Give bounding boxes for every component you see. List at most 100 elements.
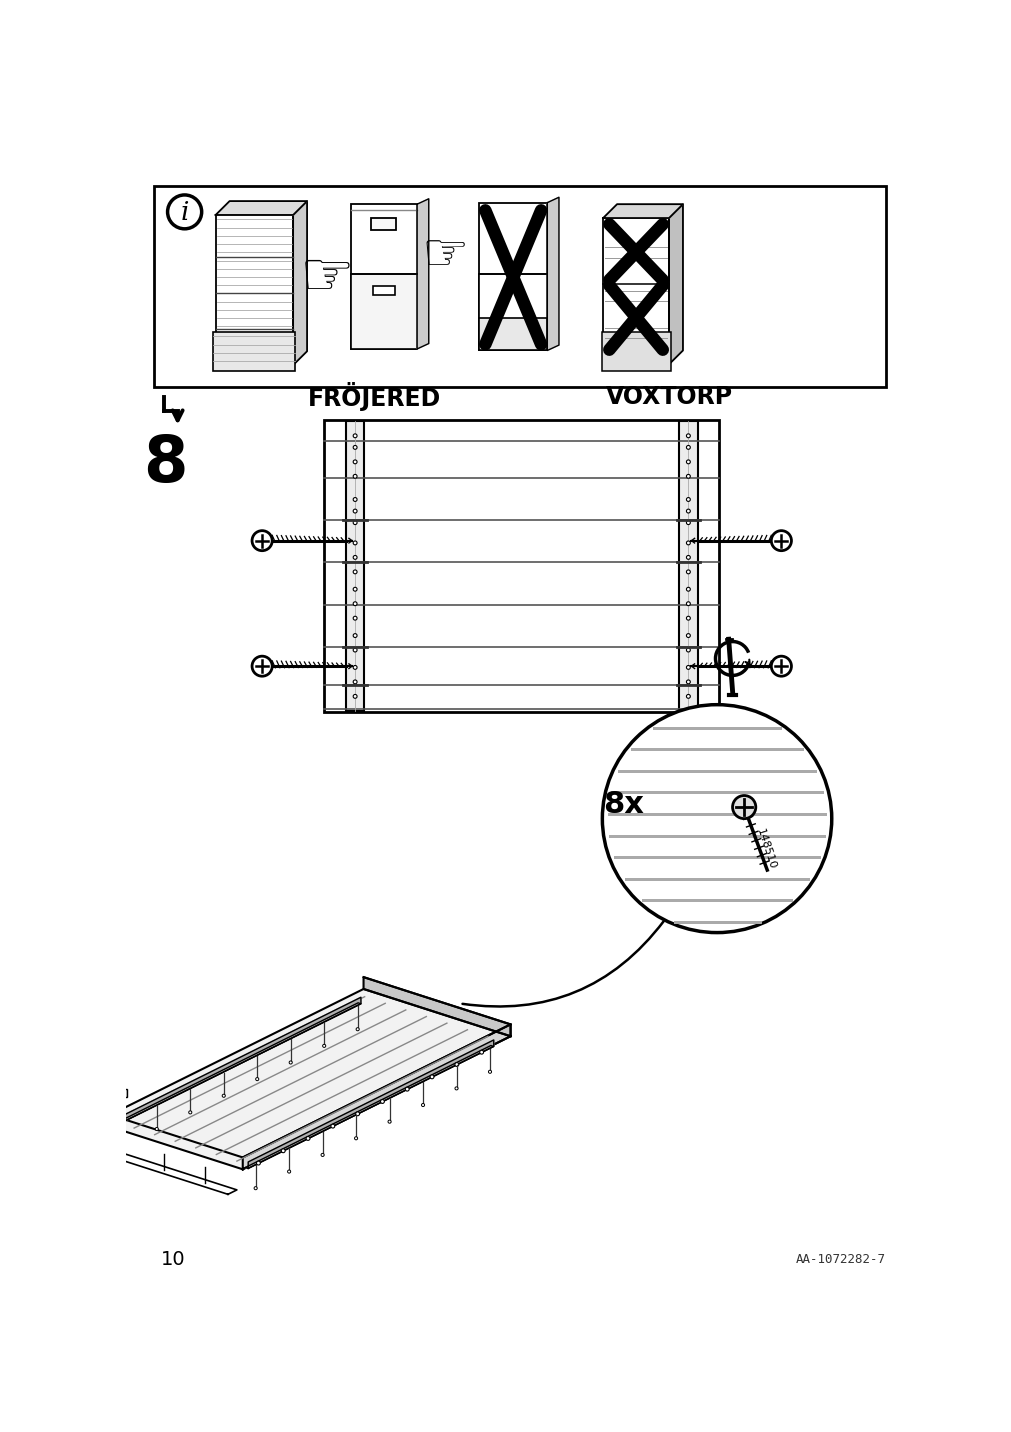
- Polygon shape: [668, 205, 682, 364]
- Polygon shape: [248, 1040, 493, 1169]
- Circle shape: [685, 570, 690, 574]
- Circle shape: [353, 680, 357, 684]
- Circle shape: [331, 1124, 335, 1128]
- Circle shape: [685, 680, 690, 684]
- Polygon shape: [215, 215, 293, 365]
- Circle shape: [354, 1137, 357, 1140]
- Circle shape: [188, 1111, 192, 1114]
- Polygon shape: [96, 990, 511, 1170]
- Circle shape: [353, 649, 357, 652]
- Bar: [154, 186, 885, 388]
- Text: FRÖJERED: FRÖJERED: [307, 382, 441, 411]
- Polygon shape: [245, 1045, 493, 1169]
- Bar: [351, 205, 417, 349]
- Circle shape: [353, 666, 357, 669]
- Text: AA-1072282-7: AA-1072282-7: [796, 1253, 885, 1266]
- Circle shape: [455, 1087, 458, 1090]
- Circle shape: [353, 434, 357, 438]
- Circle shape: [685, 695, 690, 699]
- Bar: [478, 318, 547, 351]
- Bar: [478, 274, 547, 351]
- Circle shape: [289, 1061, 292, 1064]
- Polygon shape: [112, 1002, 361, 1126]
- Circle shape: [685, 616, 690, 620]
- Circle shape: [685, 587, 690, 591]
- Polygon shape: [115, 997, 361, 1126]
- Circle shape: [404, 1087, 408, 1091]
- Circle shape: [356, 1028, 359, 1031]
- Polygon shape: [243, 1024, 511, 1170]
- Circle shape: [353, 445, 357, 450]
- Circle shape: [488, 1070, 491, 1074]
- Circle shape: [281, 1148, 285, 1153]
- Text: ☞: ☞: [299, 249, 354, 308]
- Circle shape: [287, 1170, 290, 1173]
- Circle shape: [685, 474, 690, 478]
- Bar: [478, 203, 547, 351]
- Circle shape: [323, 1044, 326, 1047]
- Circle shape: [353, 633, 357, 637]
- Polygon shape: [417, 199, 429, 349]
- Circle shape: [685, 521, 690, 524]
- Circle shape: [353, 510, 357, 513]
- Circle shape: [355, 1111, 359, 1116]
- Text: ☞: ☞: [421, 229, 468, 281]
- Circle shape: [353, 601, 357, 606]
- Circle shape: [421, 1104, 425, 1107]
- Circle shape: [454, 1063, 458, 1067]
- Circle shape: [320, 1153, 324, 1157]
- Circle shape: [353, 521, 357, 524]
- Circle shape: [732, 796, 755, 819]
- Circle shape: [685, 445, 690, 450]
- Circle shape: [685, 541, 690, 544]
- Circle shape: [256, 1161, 260, 1166]
- Bar: [373, 285, 394, 295]
- Circle shape: [387, 1120, 390, 1123]
- Circle shape: [479, 1050, 483, 1054]
- Circle shape: [254, 1187, 257, 1190]
- Circle shape: [155, 1127, 158, 1130]
- Circle shape: [685, 649, 690, 652]
- Text: 148510: 148510: [754, 828, 776, 871]
- Bar: [601, 332, 670, 371]
- Polygon shape: [363, 977, 511, 1037]
- Text: 10: 10: [161, 1250, 186, 1269]
- Circle shape: [252, 656, 272, 676]
- Circle shape: [380, 1100, 384, 1104]
- Circle shape: [252, 531, 272, 551]
- Circle shape: [770, 531, 791, 551]
- Circle shape: [602, 705, 831, 932]
- Circle shape: [353, 587, 357, 591]
- Circle shape: [685, 556, 690, 560]
- Circle shape: [222, 1094, 225, 1097]
- Bar: [213, 332, 295, 371]
- Text: 8x: 8x: [603, 790, 644, 819]
- Circle shape: [353, 556, 357, 560]
- Circle shape: [685, 510, 690, 513]
- Bar: [324, 420, 719, 712]
- Bar: [351, 274, 417, 349]
- Circle shape: [353, 570, 357, 574]
- Bar: [346, 421, 364, 710]
- Polygon shape: [293, 200, 306, 365]
- Circle shape: [305, 1137, 309, 1140]
- Bar: [115, 1088, 127, 1097]
- Circle shape: [353, 616, 357, 620]
- Circle shape: [353, 497, 357, 501]
- Circle shape: [121, 1144, 124, 1147]
- Circle shape: [430, 1075, 434, 1078]
- Polygon shape: [603, 218, 668, 364]
- Text: i: i: [180, 200, 189, 225]
- Text: VOXTORP: VOXTORP: [605, 385, 732, 408]
- Circle shape: [353, 474, 357, 478]
- Circle shape: [685, 601, 690, 606]
- FancyArrowPatch shape: [462, 921, 663, 1007]
- Circle shape: [353, 541, 357, 544]
- Text: 8: 8: [143, 434, 187, 495]
- Bar: [371, 218, 396, 231]
- Circle shape: [770, 656, 791, 676]
- Polygon shape: [215, 200, 306, 215]
- Bar: [678, 421, 697, 710]
- Circle shape: [685, 633, 690, 637]
- Polygon shape: [603, 205, 682, 218]
